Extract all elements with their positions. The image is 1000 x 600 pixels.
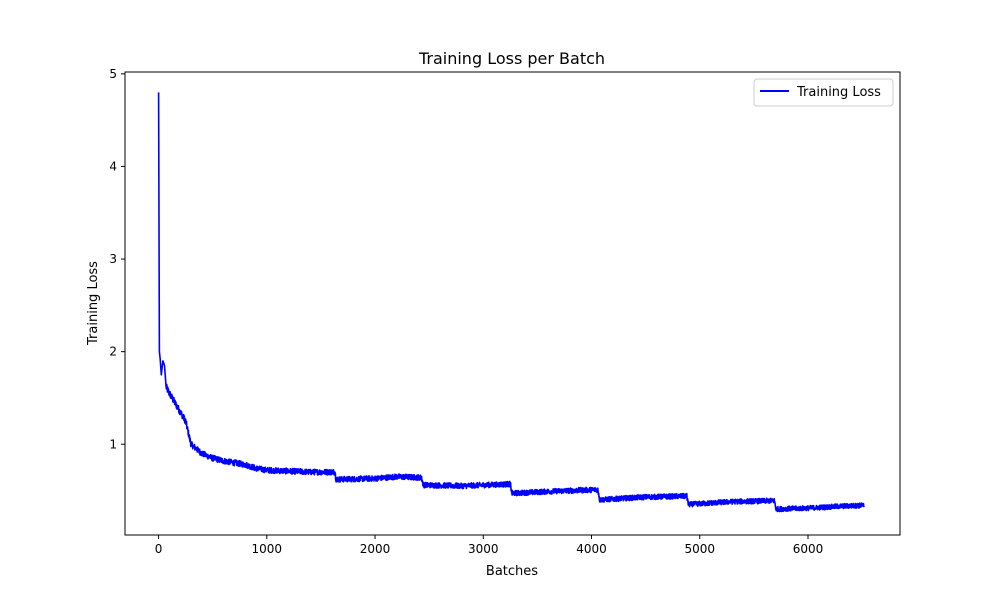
x-tick-label: 3000 [468, 542, 499, 556]
y-tick-label: 4 [109, 159, 117, 173]
plot-frame [124, 71, 901, 536]
x-tick-label: 6000 [793, 542, 824, 556]
x-tick-label: 0 [155, 542, 163, 556]
legend-box [753, 78, 894, 107]
x-tick-label: 5000 [684, 542, 715, 556]
y-axis-label: Training Loss [86, 261, 101, 346]
x-tick-label: 2000 [360, 542, 391, 556]
series-line [157, 92, 865, 513]
series-layer [157, 92, 865, 513]
legend-label: Training Loss [796, 85, 881, 100]
legend: Training Loss [753, 78, 894, 107]
x-tick-label: 1000 [252, 542, 283, 556]
y-tick-label: 3 [109, 252, 117, 266]
x-axis-label: Batches [486, 564, 538, 579]
x-tick-label: 4000 [576, 542, 607, 556]
y-tick-label: 2 [109, 345, 117, 359]
y-tick-label: 5 [109, 67, 117, 81]
y-tick-label: 1 [109, 437, 117, 451]
chart-title: Training Loss per Batch [418, 49, 605, 68]
plot-area [125, 72, 900, 535]
ticks-layer: 0 1000 2000 3000 4000 5000 6000 1 2 3 4 5 [109, 67, 823, 556]
